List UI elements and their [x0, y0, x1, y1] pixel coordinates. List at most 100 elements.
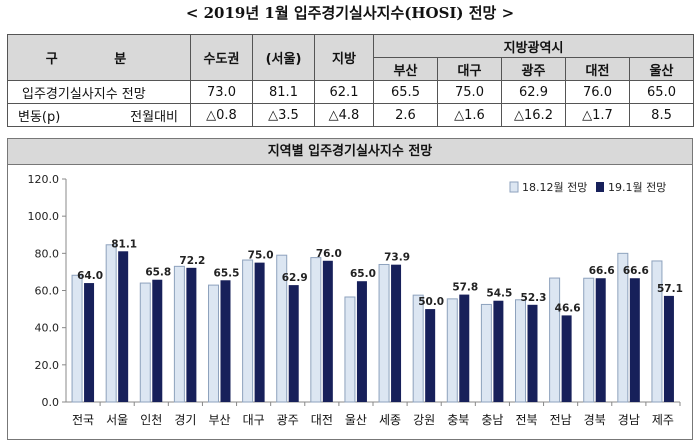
x-tick-label: 충북	[447, 413, 469, 427]
table-cell: △0.8	[190, 103, 253, 127]
data-label: 46.6	[555, 302, 581, 314]
bar-series1	[344, 296, 356, 403]
chart-title: 지역별 입주경기실사지수 전망	[8, 139, 692, 165]
x-tick-label: 제주	[652, 413, 674, 427]
table-cell: 75.0	[437, 80, 502, 104]
bar-series2	[493, 300, 504, 402]
bar-series1	[446, 298, 458, 403]
y-tick-label: 100.0	[28, 210, 60, 223]
table-cell: 62.1	[314, 80, 374, 104]
table-cell: △4.8	[314, 103, 374, 127]
data-label: 73.9	[384, 252, 410, 264]
data-label: 65.8	[145, 267, 171, 279]
bar-series1	[276, 254, 288, 403]
bar-series2	[391, 264, 402, 402]
y-tick-label: 120.0	[28, 173, 60, 186]
legend-label-series1: 18.12월 전망	[522, 181, 587, 194]
x-tick-label: 인천	[140, 412, 162, 427]
x-tick-label: 울산	[345, 413, 367, 427]
bar-series1	[105, 244, 117, 403]
bar-series2	[288, 285, 299, 402]
x-tick-label: 부산	[208, 413, 230, 427]
legend-label-series2: 19.1월 전망	[608, 181, 666, 194]
table-cell: 76.0	[565, 80, 630, 104]
table-cell: 2.6	[373, 103, 438, 127]
header-seoul: (서울)	[252, 34, 315, 81]
x-tick-label: 광주	[277, 413, 299, 427]
bar-series1	[651, 260, 663, 403]
bar-series2	[459, 294, 470, 402]
bar-series2	[322, 260, 333, 402]
table-cell: 65.5	[373, 80, 438, 104]
table-cell: △3.5	[252, 103, 315, 127]
header-gubun: 구 분	[7, 34, 191, 81]
bar-series1	[480, 303, 492, 403]
bar-series2	[254, 262, 265, 402]
data-label: 66.6	[589, 265, 615, 277]
bar-series1	[310, 257, 322, 403]
header-metro-busan: 부산	[373, 57, 438, 81]
legend-swatch-series1	[509, 181, 519, 193]
bar-series2	[186, 267, 197, 402]
bar-series2	[663, 295, 674, 402]
bar-series1	[173, 265, 185, 403]
x-tick-label: 전국	[72, 413, 94, 427]
bar-series2	[152, 279, 163, 402]
chart-panel: 지역별 입주경기실사지수 전망 0.0 20.0 40.0 60.0 80.0 100.0…	[7, 138, 693, 440]
header-metro-daejeon: 대전	[565, 57, 630, 81]
bar-series1	[617, 252, 629, 403]
legend-swatch-series2	[596, 182, 604, 192]
y-tick-label: 80.0	[35, 247, 60, 260]
table-cell: △1.7	[565, 103, 630, 127]
x-tick-label: 세종	[379, 413, 401, 427]
table-cell: 73.0	[190, 80, 253, 104]
data-label: 57.8	[452, 282, 478, 294]
x-tick-label: 대구	[243, 413, 265, 427]
x-tick-label: 전북	[515, 413, 537, 427]
y-tick-label: 40.0	[35, 322, 60, 335]
x-tick-label: 전남	[550, 413, 572, 427]
y-tick-label: 0.0	[42, 396, 60, 409]
bar-series2	[425, 309, 436, 402]
bar-series1	[242, 259, 254, 403]
header-metro-gwangju: 광주	[501, 57, 566, 81]
data-label: 81.1	[111, 238, 137, 250]
row-label-change-basis: 전월대비	[130, 109, 178, 125]
bar-series1	[583, 277, 595, 403]
page-title: < 2019년 1월 입주경기실사지수(HOSI) 전망 >	[185, 4, 515, 22]
bar-series1	[139, 282, 151, 403]
bar-series2	[629, 278, 640, 402]
x-tick-label: 충남	[481, 413, 503, 427]
table-cell: 8.5	[628, 103, 695, 127]
header-local: 지방	[314, 34, 374, 81]
x-tick-label: 서울	[106, 413, 128, 427]
bar-series2	[561, 315, 572, 402]
data-label: 66.6	[623, 265, 649, 277]
bar-series1	[549, 277, 561, 403]
x-tick-label: 경남	[618, 413, 640, 427]
data-label: 52.3	[521, 292, 547, 304]
x-tick-label: 경기	[174, 413, 196, 427]
row-label-change-unit: 변동(p)	[18, 109, 61, 125]
y-tick-label: 20.0	[35, 359, 60, 372]
table-cell: 62.9	[501, 80, 566, 104]
data-label: 57.1	[657, 283, 683, 295]
bar-series1	[515, 299, 526, 403]
table-cell: 81.1	[252, 80, 315, 104]
bar-series1	[71, 274, 83, 403]
data-label: 50.0	[418, 296, 444, 308]
x-tick-label: 경북	[584, 413, 606, 427]
x-tick-label: 강원	[413, 413, 435, 427]
bar-series1	[378, 263, 390, 403]
header-metro-group: 지방광역시	[372, 34, 695, 58]
row-label-change: 변동(p) 전월대비	[7, 103, 191, 127]
table-cell: △1.6	[437, 103, 502, 127]
data-label: 54.5	[486, 288, 512, 300]
bar-series2	[220, 280, 231, 402]
bar-series2	[84, 283, 95, 402]
bar-series1	[208, 284, 219, 403]
header-metro-ulsan: 울산	[628, 57, 695, 81]
header-capital: 수도권	[190, 34, 253, 81]
bar-series2	[527, 304, 538, 402]
bar-chart: 0.0 20.0 40.0 60.0 80.0 100.0 120.0 64.0 전국 81.1 서…	[28, 173, 683, 427]
